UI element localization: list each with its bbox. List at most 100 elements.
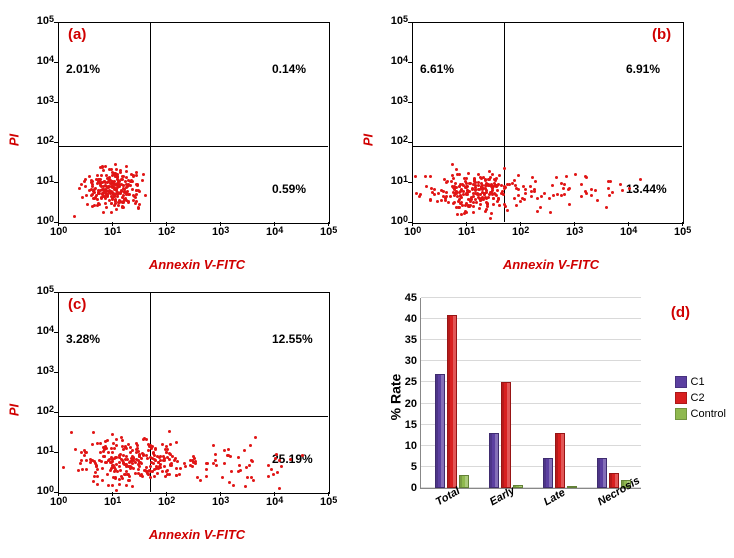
quadrant-ul-label: 6.61% bbox=[420, 62, 454, 76]
data-point bbox=[531, 176, 534, 179]
data-point bbox=[102, 211, 105, 214]
x-tick: 103 bbox=[212, 226, 229, 238]
y-tick: 105 bbox=[37, 285, 54, 297]
data-point bbox=[104, 202, 107, 205]
bar-y-tick: 35 bbox=[405, 334, 417, 346]
y-tick: 101 bbox=[37, 175, 54, 187]
data-point bbox=[152, 462, 155, 465]
x-tick: 105 bbox=[320, 226, 337, 238]
data-point bbox=[131, 485, 134, 488]
data-point bbox=[536, 197, 539, 200]
data-point bbox=[567, 188, 570, 191]
data-point bbox=[605, 206, 608, 209]
data-point bbox=[84, 185, 87, 188]
bar-category-label: Late bbox=[542, 487, 568, 509]
data-point bbox=[147, 449, 150, 452]
data-point bbox=[175, 441, 178, 444]
x-tick: 101 bbox=[104, 496, 121, 508]
data-point bbox=[117, 179, 120, 182]
data-point bbox=[459, 202, 462, 205]
data-point bbox=[123, 463, 126, 466]
data-point bbox=[179, 467, 182, 470]
data-point bbox=[496, 189, 499, 192]
data-point bbox=[465, 211, 468, 214]
data-point bbox=[135, 193, 138, 196]
data-point bbox=[135, 189, 138, 192]
data-point bbox=[472, 205, 475, 208]
panel-tag: (a) bbox=[68, 26, 86, 43]
data-point bbox=[73, 215, 76, 218]
legend-label: Control bbox=[691, 408, 726, 420]
data-point bbox=[456, 173, 459, 176]
data-point bbox=[115, 489, 118, 492]
data-point bbox=[552, 194, 555, 197]
data-point bbox=[193, 457, 196, 460]
data-point bbox=[117, 204, 120, 207]
data-point bbox=[105, 206, 108, 209]
data-point bbox=[280, 465, 283, 468]
x-tick: 100 bbox=[404, 226, 421, 238]
y-tick: 105 bbox=[391, 15, 408, 27]
data-point bbox=[88, 175, 91, 178]
x-tick: 101 bbox=[104, 226, 121, 238]
data-point bbox=[214, 459, 217, 462]
data-point bbox=[474, 198, 477, 201]
quadrant-hline bbox=[58, 416, 328, 417]
data-point bbox=[430, 187, 433, 190]
legend-swatch bbox=[675, 408, 687, 420]
legend-swatch bbox=[675, 392, 687, 404]
data-point bbox=[123, 473, 126, 476]
y-tick: 100 bbox=[37, 215, 54, 227]
data-point bbox=[194, 462, 197, 465]
data-point bbox=[436, 200, 439, 203]
legend-item: C1 bbox=[675, 376, 726, 388]
x-tick: 104 bbox=[266, 496, 283, 508]
scatter-panel-a: PIAnnexin V-FITC100101102103104105100101… bbox=[10, 10, 350, 270]
data-point bbox=[568, 203, 571, 206]
data-point bbox=[94, 471, 97, 474]
data-point bbox=[110, 467, 113, 470]
data-point bbox=[107, 484, 110, 487]
y-tick: 104 bbox=[37, 325, 54, 337]
y-tick: 102 bbox=[37, 135, 54, 147]
data-point bbox=[135, 458, 138, 461]
legend-label: C2 bbox=[691, 392, 705, 404]
data-point bbox=[515, 204, 518, 207]
x-axis-label: Annexin V-FITC bbox=[149, 527, 245, 542]
data-point bbox=[205, 475, 208, 478]
data-point bbox=[278, 459, 281, 462]
data-point bbox=[621, 189, 624, 192]
data-point bbox=[419, 193, 422, 196]
data-point bbox=[628, 187, 631, 190]
data-point bbox=[121, 477, 124, 480]
bar-y-tick: 25 bbox=[405, 376, 417, 388]
data-point bbox=[414, 175, 417, 178]
data-point bbox=[519, 200, 522, 203]
data-point bbox=[137, 468, 140, 471]
y-tick: 103 bbox=[37, 365, 54, 377]
data-point bbox=[498, 174, 501, 177]
data-point bbox=[607, 187, 610, 190]
data-point bbox=[85, 194, 88, 197]
data-point bbox=[121, 459, 124, 462]
data-point bbox=[223, 449, 226, 452]
data-point bbox=[81, 196, 84, 199]
data-point bbox=[121, 445, 124, 448]
data-point bbox=[163, 465, 166, 468]
data-point bbox=[121, 439, 124, 442]
y-tick: 102 bbox=[37, 405, 54, 417]
quadrant-ur-label: 6.91% bbox=[626, 62, 660, 76]
data-point bbox=[149, 476, 152, 479]
y-tick: 104 bbox=[37, 55, 54, 67]
x-tick: 102 bbox=[158, 226, 175, 238]
data-point bbox=[497, 198, 500, 201]
data-point bbox=[504, 205, 507, 208]
scatter-panel-c: PIAnnexin V-FITC100101102103104105100101… bbox=[10, 280, 350, 540]
data-point bbox=[503, 167, 506, 170]
data-point bbox=[444, 199, 447, 202]
data-point bbox=[517, 188, 520, 191]
data-point bbox=[451, 163, 454, 166]
data-point bbox=[524, 192, 527, 195]
y-tick: 105 bbox=[37, 15, 54, 27]
x-axis-label: Annexin V-FITC bbox=[149, 257, 245, 272]
